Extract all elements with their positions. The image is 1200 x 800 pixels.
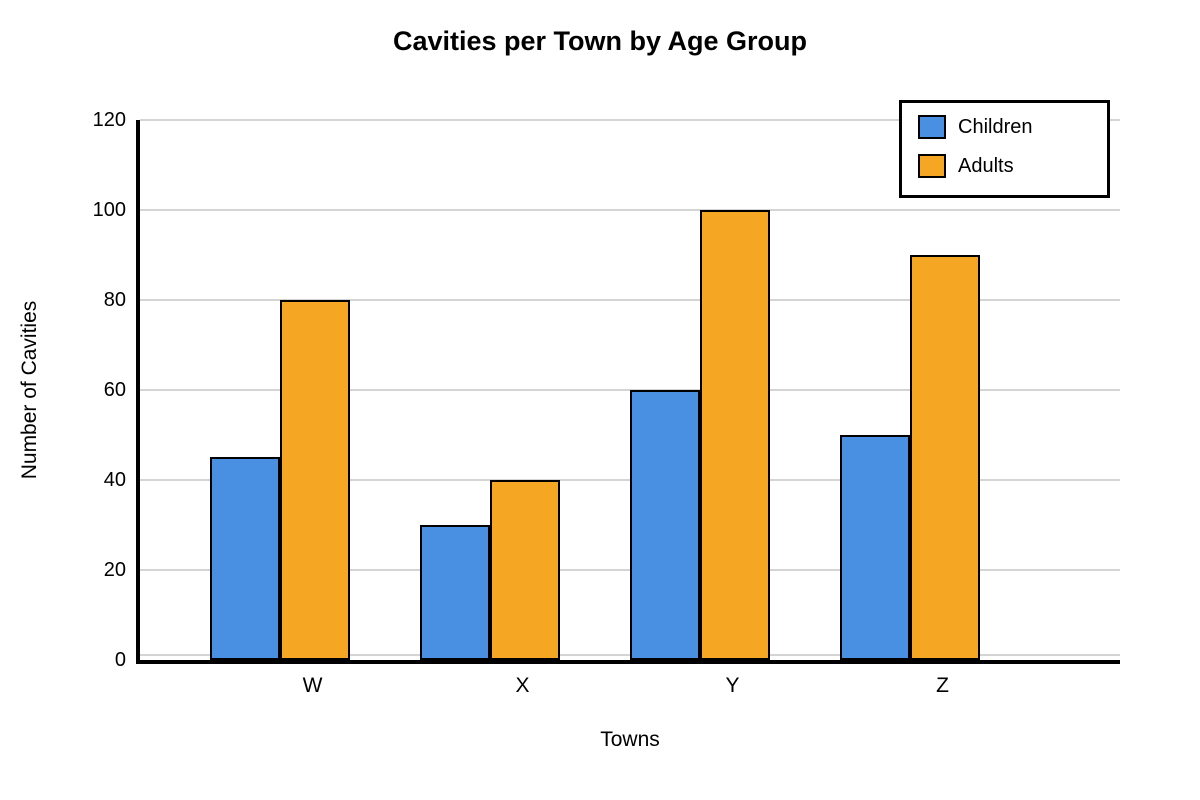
y-tick-100: 100	[92, 199, 126, 221]
x-axis-label: Towns	[600, 728, 660, 751]
y-tick-60: 60	[103, 379, 126, 401]
legend-label-adults: Adults	[958, 155, 1014, 177]
gridline-100	[140, 209, 1120, 211]
bar-children-Y	[630, 390, 700, 660]
children-swatch	[918, 115, 946, 139]
x-tick-W: W	[302, 674, 323, 697]
y-tick-0: 0	[114, 649, 126, 671]
y-tick-80: 80	[103, 289, 126, 311]
bar-children-X	[420, 525, 490, 660]
adults-swatch	[918, 154, 946, 178]
bar-children-W	[210, 457, 280, 660]
x-tick-Z: Z	[936, 674, 949, 697]
bar-adults-Y	[700, 210, 770, 660]
legend-label-children: Children	[958, 116, 1033, 138]
bar-adults-X	[490, 480, 560, 660]
y-tick-40: 40	[103, 469, 126, 491]
y-tick-20: 20	[103, 559, 126, 581]
x-tick-X: X	[515, 674, 530, 697]
bar-adults-W	[280, 300, 350, 660]
chart-title: Cavities per Town by Age Group	[392, 26, 808, 56]
legend-item-children: Children	[918, 113, 1107, 141]
plot-area	[136, 119, 1120, 664]
x-tick-Y: Y	[725, 674, 740, 697]
gridline-120	[140, 119, 1120, 121]
legend-item-adults: Adults	[918, 152, 1107, 180]
y-tick-120: 120	[92, 109, 126, 131]
legend: Children Adults	[899, 100, 1110, 198]
bar-children-Z	[840, 435, 910, 660]
bar-adults-Z	[910, 255, 980, 660]
gridline-80	[140, 299, 1120, 301]
